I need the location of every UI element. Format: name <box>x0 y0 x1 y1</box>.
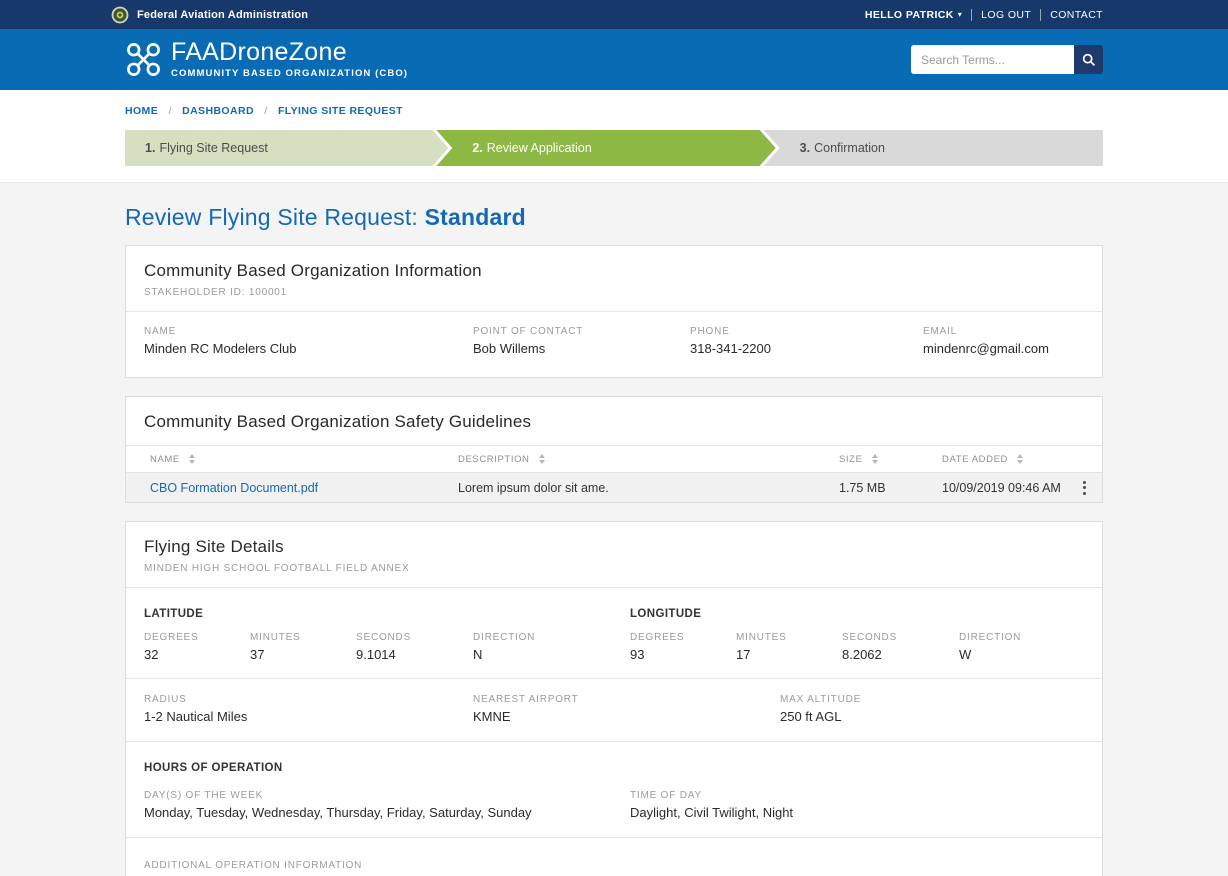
latitude-degrees: DEGREES 32 <box>144 632 199 662</box>
longitude-minutes: MINUTES 17 <box>736 632 787 662</box>
site-name: MINDEN HIGH SCHOOL FOOTBALL FIELD ANNEX <box>144 563 410 574</box>
column-header-description[interactable]: DESCRIPTION <box>458 454 839 465</box>
logout-link[interactable]: LOG OUT <box>981 8 1032 21</box>
sort-icon <box>189 454 195 464</box>
table-row: CBO Formation Document.pdf Lorem ipsum d… <box>126 472 1102 502</box>
row-actions-menu-icon[interactable] <box>1066 477 1102 499</box>
main-content: Review Flying Site Request: Standard Com… <box>0 183 1228 876</box>
sort-icon <box>1017 454 1023 464</box>
dronezone-logo-icon <box>125 41 162 78</box>
caret-down-icon <box>958 10 962 19</box>
document-link[interactable]: CBO Formation Document.pdf <box>150 480 319 495</box>
longitude-degrees: DEGREES 93 <box>630 632 685 662</box>
progress-steps: 1. Flying Site Request 2. Review Applica… <box>125 130 1103 166</box>
document-description: Lorem ipsum dolor sit ame. <box>458 480 609 495</box>
top-bar: Federal Aviation Administration HELLO PA… <box>0 0 1228 29</box>
column-header-name[interactable]: NAME <box>150 454 458 465</box>
additional-operation-information: ADDITIONAL OPERATION INFORMATION Lorem i… <box>126 838 1102 876</box>
safety-guidelines-card: Community Based Organization Safety Guid… <box>125 396 1103 503</box>
divider <box>126 311 1102 312</box>
longitude-direction: DIRECTION W <box>959 632 1022 662</box>
search-icon <box>1082 53 1096 67</box>
field-phone: PHONE 318-341-2200 <box>690 326 771 356</box>
brand: FAADroneZone COMMUNITY BASED ORGANIZATIO… <box>125 40 408 79</box>
user-menu[interactable]: HELLO PATRICK <box>865 9 962 21</box>
table-header: NAME DESCRIPTION SIZE DATE ADDED <box>126 445 1102 472</box>
hours-title: HOURS OF OPERATION <box>144 762 283 774</box>
breadcrumb-separator: / <box>168 105 172 117</box>
user-greeting: HELLO PATRICK <box>864 8 954 21</box>
document-date-added: 10/09/2019 09:46 AM <box>942 480 1061 495</box>
app-subtitle: COMMUNITY BASED ORGANIZATION (CBO) <box>171 68 409 79</box>
field-nearest-airport: NEAREST AIRPORT KMNE <box>473 694 579 724</box>
latitude-seconds: SECONDS 9.1014 <box>356 632 412 662</box>
safety-guidelines-title: Community Based Organization Safety Guid… <box>144 412 532 431</box>
document-size: 1.75 MB <box>839 480 886 495</box>
app-header: FAADroneZone COMMUNITY BASED ORGANIZATIO… <box>0 29 1228 90</box>
sort-icon <box>539 454 545 464</box>
divider <box>126 741 1102 742</box>
latitude-group: LATITUDE DEGREES 32 MINUTES 37 SECONDS 9 <box>144 608 630 662</box>
faa-seal-icon <box>111 6 129 24</box>
field-point-of-contact: POINT OF CONTACT Bob Willems <box>473 326 584 356</box>
divider <box>971 8 973 21</box>
latitude-title: LATITUDE <box>144 608 204 620</box>
step-label: Flying Site Request <box>159 141 268 155</box>
breadcrumb: HOME / DASHBOARD / FLYING SITE REQUEST <box>125 105 1103 117</box>
breadcrumb-dashboard[interactable]: DASHBOARD <box>182 105 254 117</box>
divider <box>126 587 1102 588</box>
search-bar <box>911 45 1103 74</box>
step-label: Confirmation <box>814 141 885 155</box>
cbo-info-title: Community Based Organization Information <box>144 261 482 280</box>
site-details-title: Flying Site Details <box>144 537 284 556</box>
column-header-date-added[interactable]: DATE ADDED <box>942 454 1066 465</box>
field-time-of-day: TIME OF DAY Daylight, Civil Twilight, Ni… <box>630 790 794 820</box>
app-title: FAADroneZone <box>171 38 347 66</box>
divider <box>126 678 1102 679</box>
search-button[interactable] <box>1074 45 1103 74</box>
sub-header-strip: HOME / DASHBOARD / FLYING SITE REQUEST 1… <box>0 90 1228 183</box>
breadcrumb-home[interactable]: HOME <box>125 105 159 117</box>
field-max-altitude: MAX ALTITUDE 250 ft AGL <box>780 694 862 724</box>
field-days-of-week: DAY(S) OF THE WEEK Monday, Tuesday, Wedn… <box>144 790 532 820</box>
divider <box>1040 8 1042 21</box>
page-title: Review Flying Site Request: Standard <box>125 204 526 230</box>
field-name: NAME Minden RC Modelers Club <box>144 326 297 356</box>
field-radius: RADIUS 1-2 Nautical Miles <box>144 694 248 724</box>
longitude-title: LONGITUDE <box>630 608 702 620</box>
step-flying-site-request: 1. Flying Site Request <box>125 130 448 166</box>
latitude-direction: DIRECTION N <box>473 632 536 662</box>
field-email: EMAIL mindenrc@gmail.com <box>923 326 1049 356</box>
divider <box>126 837 1102 838</box>
contact-link[interactable]: CONTACT <box>1050 8 1103 21</box>
column-header-size[interactable]: SIZE <box>839 454 942 465</box>
longitude-seconds: SECONDS 8.2062 <box>842 632 898 662</box>
flying-site-details-card: Flying Site Details MINDEN HIGH SCHOOL F… <box>125 521 1103 876</box>
step-review-application: 2. Review Application <box>436 130 775 166</box>
search-input[interactable] <box>911 45 1074 74</box>
breadcrumb-separator: / <box>264 105 268 117</box>
breadcrumb-flying-site-request[interactable]: FLYING SITE REQUEST <box>277 105 404 117</box>
request-type: Standard <box>424 204 526 230</box>
step-confirmation: 3. Confirmation <box>763 130 1103 166</box>
hours-of-operation-group: HOURS OF OPERATION DAY(S) OF THE WEEK Mo… <box>126 742 1102 837</box>
stakeholder-id: STAKEHOLDER ID: 100001 <box>144 287 288 298</box>
sort-icon <box>872 454 878 464</box>
agency-name: Federal Aviation Administration <box>137 8 309 21</box>
step-label: Review Application <box>486 141 592 155</box>
latitude-minutes: MINUTES 37 <box>250 632 301 662</box>
additional-info-label: ADDITIONAL OPERATION INFORMATION <box>144 860 363 871</box>
longitude-group: LONGITUDE DEGREES 93 MINUTES 17 SECONDS <box>630 608 1084 662</box>
cbo-information-card: Community Based Organization Information… <box>125 245 1103 378</box>
